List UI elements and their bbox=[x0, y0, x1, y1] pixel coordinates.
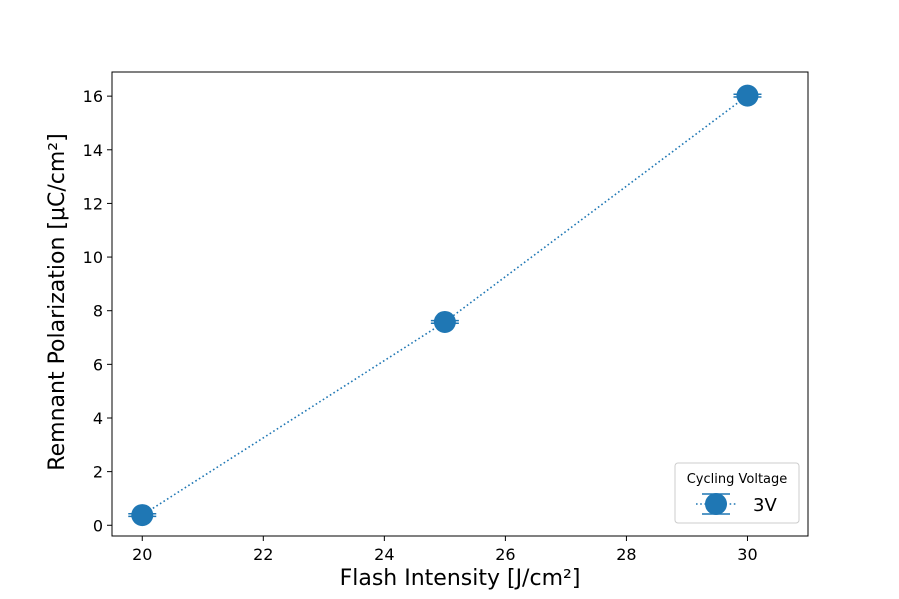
y-tick-label: 0 bbox=[93, 516, 103, 535]
y-tick-label: 6 bbox=[93, 355, 103, 374]
series-layer bbox=[128, 84, 762, 527]
data-point bbox=[131, 504, 154, 527]
plot-frame bbox=[111, 71, 809, 537]
y-tick-label: 8 bbox=[93, 302, 103, 321]
x-tick-label: 28 bbox=[616, 545, 636, 564]
legend-marker bbox=[705, 493, 727, 515]
y-tick-label: 12 bbox=[83, 194, 103, 213]
y-axis-title: Remnant Polarization [μC/cm²] bbox=[45, 133, 70, 470]
legend-title: Cycling Voltage bbox=[687, 472, 788, 487]
x-tick-label: 30 bbox=[737, 545, 757, 564]
y-tick-label: 10 bbox=[83, 248, 103, 267]
data-point bbox=[433, 310, 456, 333]
y-tick-label: 4 bbox=[93, 409, 103, 428]
y-tick-label: 14 bbox=[83, 141, 103, 160]
plot-area bbox=[112, 72, 808, 536]
x-axis-title: Flash Intensity [J/cm²] bbox=[340, 566, 581, 591]
data-point bbox=[736, 84, 759, 107]
y-tick-label: 16 bbox=[83, 87, 103, 106]
x-tick-label: 24 bbox=[374, 545, 394, 564]
x-tick-label: 26 bbox=[495, 545, 515, 564]
x-axis: 20 22 24 26 28 30 bbox=[132, 536, 758, 564]
y-axis: 0 2 4 6 8 10 12 14 16 bbox=[83, 87, 112, 535]
legend-handle-3v bbox=[696, 493, 736, 515]
legend: Cycling Voltage 3V bbox=[674, 462, 800, 524]
y-tick-label: 2 bbox=[93, 463, 103, 482]
legend-label-3v: 3V bbox=[753, 495, 777, 516]
x-tick-label: 22 bbox=[253, 545, 273, 564]
x-tick-label: 20 bbox=[132, 545, 152, 564]
